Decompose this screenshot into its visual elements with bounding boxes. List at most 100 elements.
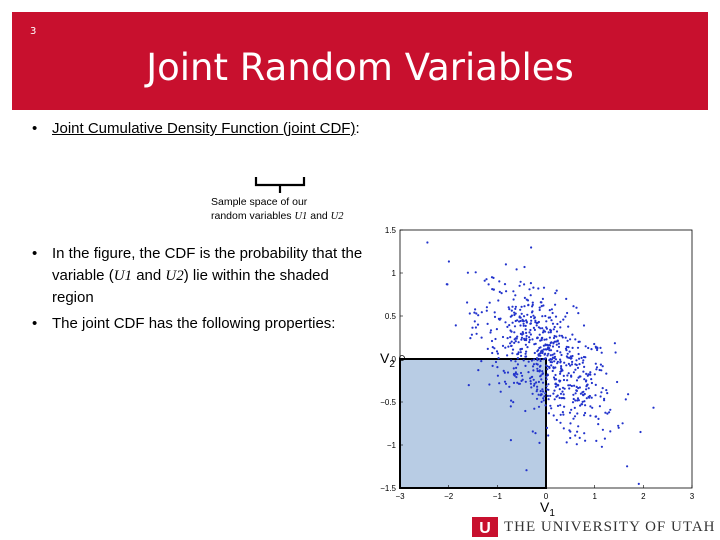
- scatter-point: [603, 437, 606, 440]
- scatter-point: [530, 311, 534, 314]
- scatter-point: [529, 322, 532, 325]
- scatter-point: [562, 393, 565, 396]
- scatter-point: [523, 283, 526, 286]
- scatter-point: [532, 369, 535, 372]
- y-tick-label: 0.5: [385, 312, 397, 321]
- scatter-point: [577, 340, 580, 343]
- bullet-properties: • The joint CDF has the following proper…: [26, 313, 386, 335]
- scatter-point: [569, 364, 572, 367]
- scatter-point: [520, 338, 523, 341]
- scatter-point: [552, 366, 555, 369]
- scatter-point: [652, 406, 655, 409]
- scatter-point: [491, 288, 494, 291]
- scatter-point: [498, 382, 501, 385]
- scatter-point: [549, 354, 552, 357]
- scatter-point: [533, 316, 536, 319]
- scatter-point: [600, 391, 603, 394]
- scatter-point: [569, 436, 572, 440]
- scatter-point: [577, 399, 580, 402]
- scatter-point: [626, 465, 629, 468]
- scatter-point: [545, 426, 549, 429]
- scatter-point: [529, 377, 532, 380]
- scatter-point: [570, 363, 574, 366]
- scatter-point: [539, 339, 542, 342]
- scatter-point: [493, 347, 496, 350]
- scatter-point: [555, 335, 558, 338]
- scatter-point: [524, 328, 527, 331]
- scatter-point: [552, 392, 555, 395]
- scatter-point: [551, 322, 555, 325]
- scatter-point: [527, 304, 530, 307]
- scatter-point: [519, 319, 522, 323]
- scatter-point: [516, 357, 520, 360]
- scatter-point: [532, 358, 536, 361]
- scatter-point: [522, 315, 526, 318]
- scatter-point: [567, 325, 570, 328]
- scatter-point: [561, 411, 564, 414]
- scatter-point: [567, 384, 570, 387]
- scatter-point: [526, 313, 529, 316]
- scatter-point: [554, 303, 557, 306]
- scatter-point: [508, 308, 511, 311]
- scatter-point: [559, 421, 562, 424]
- scatter-point: [583, 432, 586, 435]
- scatter-point: [510, 309, 513, 312]
- scatter-point: [538, 441, 541, 444]
- scatter-point: [486, 322, 489, 325]
- scatter-point: [519, 308, 522, 311]
- scatter-point: [546, 394, 549, 397]
- scatter-point: [551, 369, 554, 373]
- scatter-point: [571, 333, 574, 336]
- scatter-point: [581, 391, 584, 394]
- scatter-point: [541, 370, 544, 373]
- scatter-point: [554, 315, 558, 318]
- scatter-point: [524, 352, 527, 355]
- scatter-point: [495, 328, 498, 331]
- scatter-point: [541, 351, 544, 355]
- slide-title: Joint Random Variables: [146, 46, 574, 89]
- x-tick-label: −2: [444, 492, 454, 501]
- scatter-point: [542, 397, 545, 400]
- scatter-point: [507, 345, 510, 348]
- scatter-point: [480, 336, 483, 339]
- scatter-point: [542, 304, 545, 307]
- scatter-point: [531, 392, 534, 395]
- scatter-point: [510, 340, 513, 343]
- scatter-point: [496, 352, 499, 355]
- scatter-point: [533, 407, 536, 410]
- scatter-point: [551, 353, 554, 356]
- scatter-point: [578, 357, 581, 360]
- scatter-point: [511, 352, 514, 355]
- scatter-point: [494, 337, 497, 341]
- scatter-point: [493, 311, 496, 314]
- scatter-point: [501, 335, 505, 339]
- scatter-point: [581, 403, 584, 406]
- scatter-point: [553, 352, 556, 355]
- x-tick-label: 3: [690, 492, 695, 501]
- scatter-point: [546, 347, 549, 351]
- scatter-point: [550, 319, 553, 322]
- scatter-point: [525, 337, 528, 340]
- scatter-point: [528, 331, 531, 334]
- scatter-point: [447, 260, 450, 263]
- scatter-point: [546, 373, 549, 376]
- scatter-point: [524, 355, 527, 358]
- scatter-point: [627, 393, 630, 396]
- scatter-point: [547, 412, 550, 415]
- scatter-point: [503, 371, 506, 374]
- scatter-point: [613, 342, 616, 345]
- scatter-point: [550, 341, 553, 344]
- scatter-point: [504, 382, 508, 385]
- scatter-point: [544, 314, 547, 318]
- scatter-point: [509, 405, 512, 408]
- scatter-point: [577, 312, 580, 315]
- scatter-point: [539, 394, 542, 397]
- scatter-point: [531, 365, 535, 368]
- scatter-point: [553, 325, 556, 329]
- scatter-point: [583, 400, 586, 403]
- scatter-point: [544, 357, 547, 360]
- scatter-point: [573, 406, 576, 409]
- scatter-point: [552, 336, 556, 340]
- scatter-point: [574, 434, 577, 437]
- scatter-point: [519, 316, 522, 319]
